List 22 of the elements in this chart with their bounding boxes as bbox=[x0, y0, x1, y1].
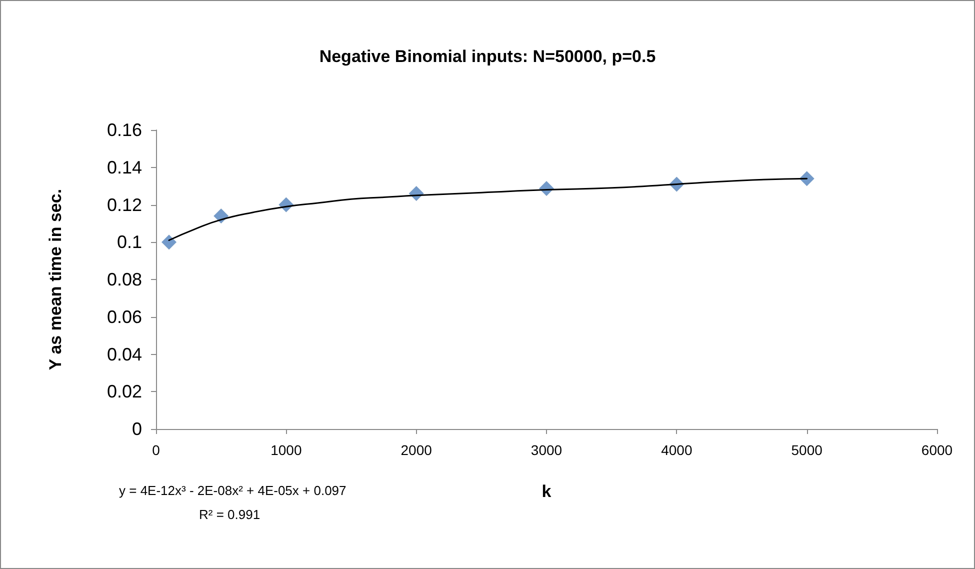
y-tick-label: 0.1 bbox=[116, 232, 142, 252]
x-axis-title: k bbox=[542, 482, 552, 501]
y-tick-label: 0.08 bbox=[106, 270, 142, 290]
y-tick-label: 0.12 bbox=[106, 194, 142, 215]
y-tick-label: 0 bbox=[132, 419, 142, 439]
y-tick-label: 0.06 bbox=[106, 306, 142, 327]
x-tick-label: 5000 bbox=[791, 442, 823, 458]
y-tick-label: 0.04 bbox=[106, 344, 142, 364]
text: R² = 0.991 bbox=[199, 507, 260, 522]
x-tick-label: 1000 bbox=[270, 442, 302, 458]
point bbox=[162, 234, 177, 250]
y-tick-label: 0.16 bbox=[106, 120, 142, 140]
x-tick-label: 3000 bbox=[530, 442, 562, 458]
chart-title: Negative Binomial inputs: N=50000, p=0.5 bbox=[319, 47, 656, 66]
y-axis-title: Y as mean time in sec. bbox=[46, 188, 65, 370]
y-tick-label: 0.02 bbox=[106, 382, 142, 402]
x-tick-label: 4000 bbox=[661, 442, 692, 458]
text: y = 4E-12x³ - 2E-08x² + 4E-05x + 0.097 bbox=[119, 483, 346, 498]
x-tick-label: 6000 bbox=[921, 442, 953, 458]
x-tick-label: 2000 bbox=[400, 442, 432, 458]
y-tick-label: 0.14 bbox=[106, 157, 142, 178]
x-tick-label: 0 bbox=[152, 442, 160, 458]
